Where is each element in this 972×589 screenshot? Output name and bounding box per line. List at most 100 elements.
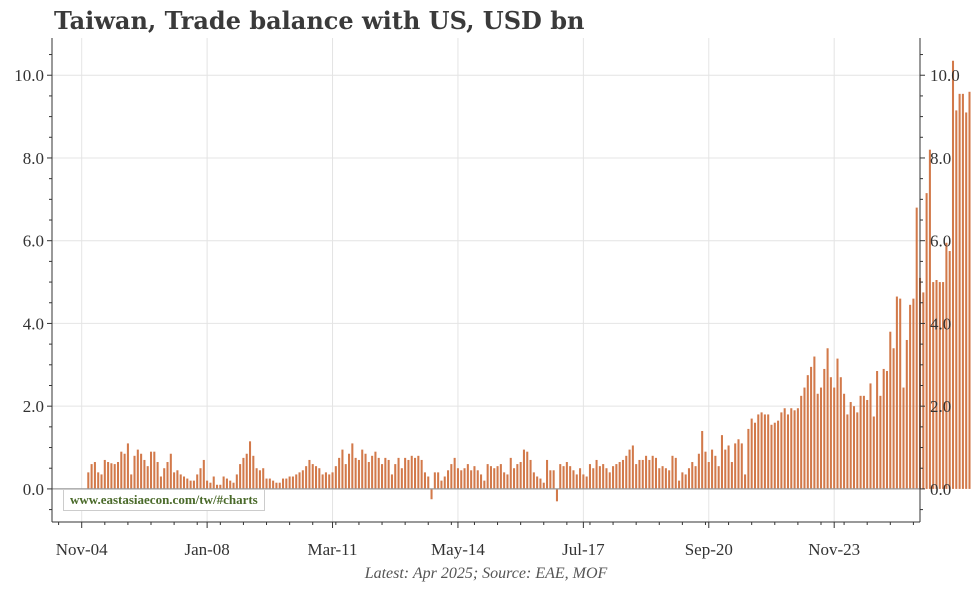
- bar: [400, 468, 403, 489]
- bar: [631, 445, 634, 489]
- bar: [513, 468, 516, 489]
- x-tick-label: Jul-17: [562, 540, 605, 559]
- bar: [100, 474, 103, 489]
- y-tick-label-left: 0.0: [23, 480, 44, 499]
- bar: [542, 482, 545, 489]
- y-tick-label-left: 10.0: [14, 66, 44, 85]
- bar: [159, 476, 162, 489]
- grid-lines: [52, 38, 920, 522]
- bar: [852, 406, 856, 489]
- bar: [641, 459, 644, 489]
- bar: [437, 472, 440, 489]
- bar: [466, 464, 469, 489]
- bar: [367, 462, 370, 489]
- bar: [760, 412, 763, 489]
- bar: [806, 375, 809, 489]
- bar: [232, 482, 235, 489]
- bar: [958, 93, 961, 489]
- axes: 0.0 0.0 2.0 2.0 4.0 4.0 6.0 6.0 8.0 8.0 10.0 10.0 No…: [14, 38, 960, 559]
- bar: [720, 435, 723, 489]
- bar: [843, 393, 846, 489]
- bar: [882, 368, 885, 489]
- bar: [176, 470, 179, 489]
- bar: [628, 449, 631, 489]
- bar: [113, 464, 116, 489]
- bar: [219, 484, 222, 489]
- bar: [889, 331, 892, 489]
- bar: [588, 464, 591, 489]
- bar: [549, 470, 552, 489]
- bar: [357, 459, 360, 489]
- bar: [777, 420, 780, 489]
- bar: [186, 478, 189, 489]
- bar: [371, 455, 374, 489]
- bar: [460, 470, 463, 489]
- bar: [179, 474, 182, 489]
- bar: [93, 462, 96, 489]
- y-tick-label-right: 0.0: [930, 480, 951, 499]
- bar: [318, 468, 321, 489]
- bar: [928, 149, 931, 489]
- bar: [153, 451, 156, 489]
- bar: [902, 387, 905, 489]
- bar: [390, 474, 393, 489]
- bar: [892, 348, 895, 489]
- bar: [786, 414, 790, 489]
- bar: [377, 457, 380, 489]
- bar: [691, 462, 694, 489]
- bar: [136, 449, 139, 489]
- y-tick-label-right: 10.0: [930, 66, 960, 85]
- bar: [856, 412, 859, 489]
- bar: [489, 466, 492, 489]
- bar: [116, 462, 120, 489]
- bar: [120, 451, 123, 489]
- bar: [638, 459, 641, 489]
- bar: [433, 472, 436, 489]
- bar: [948, 251, 951, 489]
- bar-series: [87, 60, 971, 502]
- bar: [90, 464, 93, 489]
- bar: [410, 455, 413, 489]
- bar: [499, 464, 502, 489]
- bar: [404, 457, 407, 489]
- bar: [909, 304, 912, 489]
- bar: [955, 110, 958, 489]
- bar: [493, 468, 496, 489]
- bar: [790, 408, 793, 489]
- bar: [668, 470, 671, 489]
- bar: [727, 445, 730, 489]
- bar: [97, 472, 100, 489]
- bar: [192, 480, 195, 489]
- bar: [344, 464, 347, 489]
- bar: [595, 459, 598, 489]
- bar: [645, 455, 648, 489]
- bar: [559, 464, 562, 489]
- bar: [288, 476, 291, 489]
- bar: [225, 478, 228, 489]
- bar: [932, 282, 935, 489]
- bar: [374, 451, 377, 489]
- bar: [615, 464, 618, 489]
- bar: [569, 466, 572, 489]
- bar: [905, 339, 908, 489]
- bar: [859, 395, 862, 489]
- bar: [826, 348, 829, 489]
- bar: [321, 474, 324, 489]
- y-tick-label-right: 6.0: [930, 232, 951, 251]
- bar: [664, 468, 667, 489]
- bar: [272, 480, 275, 489]
- bar: [747, 428, 750, 489]
- bar: [796, 408, 799, 489]
- bar: [450, 464, 453, 489]
- bar: [255, 468, 258, 489]
- bar: [506, 474, 509, 489]
- bar: [618, 462, 621, 489]
- bar: [206, 480, 209, 489]
- x-tick-label: May-14: [431, 540, 485, 559]
- bar: [803, 387, 806, 489]
- bar: [146, 466, 149, 489]
- bar: [562, 466, 565, 489]
- bar: [407, 459, 410, 489]
- bar: [235, 474, 238, 489]
- x-tick-label: Nov-23: [808, 540, 860, 559]
